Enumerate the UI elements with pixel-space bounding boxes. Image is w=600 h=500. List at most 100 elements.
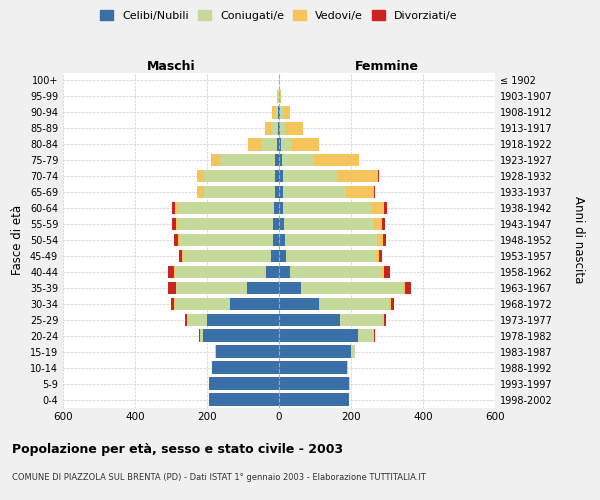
Bar [220, 154, 275, 166]
Bar [247, 282, 279, 294]
Bar [292, 138, 319, 150]
Bar [279, 122, 280, 134]
Bar [374, 330, 375, 342]
Bar [271, 250, 279, 262]
Bar [261, 138, 277, 150]
Bar [384, 202, 387, 214]
Bar [278, 90, 279, 102]
Bar [176, 218, 178, 230]
Bar [216, 346, 279, 358]
Bar [280, 90, 281, 102]
Bar [283, 186, 346, 198]
Bar [280, 106, 283, 118]
Bar [385, 266, 390, 278]
Bar [279, 154, 282, 166]
Bar [172, 202, 175, 214]
Bar [290, 266, 382, 278]
Bar [211, 154, 220, 166]
Bar [275, 186, 279, 198]
Bar [283, 202, 371, 214]
Bar [280, 122, 285, 134]
Bar [371, 202, 384, 214]
Bar [286, 234, 377, 246]
Bar [207, 314, 279, 326]
Bar [389, 298, 391, 310]
Bar [275, 170, 279, 182]
Text: Maschi: Maschi [146, 60, 196, 72]
Bar [274, 202, 279, 214]
Bar [279, 218, 284, 230]
Bar [379, 250, 382, 262]
Bar [185, 314, 187, 326]
Bar [376, 250, 379, 262]
Bar [172, 218, 176, 230]
Bar [282, 154, 314, 166]
Bar [358, 330, 374, 342]
Bar [279, 106, 280, 118]
Bar [175, 266, 266, 278]
Bar [378, 170, 379, 182]
Bar [279, 90, 280, 102]
Bar [178, 202, 274, 214]
Bar [272, 106, 275, 118]
Bar [383, 234, 386, 246]
Bar [279, 250, 286, 262]
Bar [279, 234, 286, 246]
Bar [187, 314, 207, 326]
Bar [248, 138, 261, 150]
Bar [200, 330, 203, 342]
Bar [183, 250, 271, 262]
Bar [212, 362, 279, 374]
Bar [340, 314, 383, 326]
Bar [182, 250, 183, 262]
Bar [347, 362, 348, 374]
Bar [209, 394, 279, 406]
Bar [279, 330, 358, 342]
Bar [281, 138, 292, 150]
Bar [279, 378, 349, 390]
Bar [178, 234, 179, 246]
Bar [286, 250, 376, 262]
Bar [319, 298, 389, 310]
Bar [374, 186, 375, 198]
Bar [391, 298, 394, 310]
Bar [377, 234, 383, 246]
Bar [169, 282, 176, 294]
Bar [175, 202, 178, 214]
Bar [346, 186, 374, 198]
Bar [279, 314, 340, 326]
Bar [197, 170, 205, 182]
Bar [179, 250, 182, 262]
Bar [279, 202, 283, 214]
Bar [279, 394, 349, 406]
Bar [205, 186, 275, 198]
Bar [374, 218, 382, 230]
Bar [403, 282, 405, 294]
Bar [279, 186, 283, 198]
Bar [266, 266, 279, 278]
Bar [351, 346, 355, 358]
Bar [279, 362, 347, 374]
Bar [203, 330, 279, 342]
Bar [278, 106, 279, 118]
Bar [265, 122, 272, 134]
Bar [279, 282, 301, 294]
Bar [230, 298, 279, 310]
Bar [382, 266, 385, 278]
Bar [279, 266, 290, 278]
Bar [175, 298, 230, 310]
Bar [215, 346, 216, 358]
Bar [385, 314, 386, 326]
Text: COMUNE DI PIAZZOLA SUL BRENTA (PD) - Dati ISTAT 1° gennaio 2003 - Elaborazione T: COMUNE DI PIAZZOLA SUL BRENTA (PD) - Dat… [12, 472, 426, 482]
Bar [275, 106, 278, 118]
Y-axis label: Fasce di età: Fasce di età [11, 205, 24, 275]
Bar [273, 218, 279, 230]
Bar [284, 218, 374, 230]
Bar [382, 218, 385, 230]
Bar [285, 122, 303, 134]
Bar [272, 122, 278, 134]
Bar [277, 90, 278, 102]
Bar [278, 122, 279, 134]
Bar [405, 282, 412, 294]
Bar [174, 234, 178, 246]
